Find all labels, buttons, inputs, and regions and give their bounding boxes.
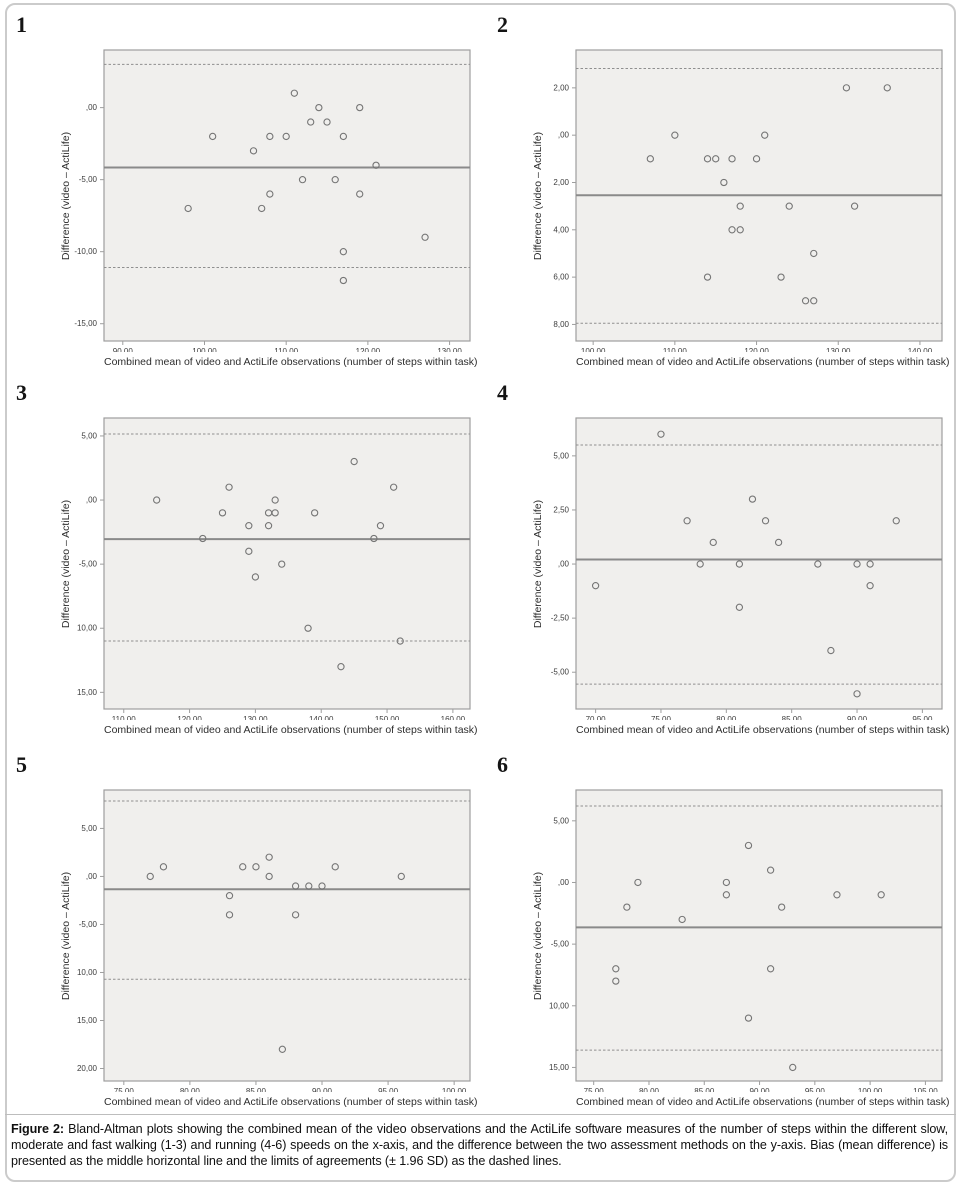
svg-text:4,00: 4,00: [553, 225, 569, 234]
panel-6-x-axis-label: Combined mean of video and ActiLife obse…: [576, 1096, 950, 1108]
svg-text:5,00: 5,00: [81, 431, 97, 440]
svg-text:130,00: 130,00: [826, 347, 851, 352]
svg-text:100,00: 100,00: [581, 347, 606, 352]
svg-text:110,00: 110,00: [112, 715, 136, 720]
svg-text:130,00: 130,00: [437, 347, 462, 352]
svg-text:5,00: 5,00: [553, 816, 569, 825]
svg-text:8,00: 8,00: [553, 320, 569, 329]
svg-text:-5,00: -5,00: [79, 560, 98, 569]
svg-text:10,00: 10,00: [77, 968, 98, 977]
svg-text:130,00: 130,00: [243, 715, 268, 720]
panel-3: 3 Difference (video – ActiLife) 5,00,00-…: [0, 368, 488, 740]
panel-1: 1 Difference (video – ActiLife) ,00 -5,00…: [0, 0, 488, 372]
svg-text:85,00: 85,00: [782, 715, 803, 720]
svg-text:75,00: 75,00: [651, 715, 672, 720]
panel-1-number: 1: [16, 12, 27, 37]
svg-text:120,00: 120,00: [177, 715, 202, 720]
figure-caption-text: Bland-Altman plots showing the combined …: [11, 1122, 949, 1169]
svg-text:85,00: 85,00: [246, 1087, 267, 1092]
svg-text:,00: ,00: [86, 103, 98, 112]
panel-5-number: 5: [16, 752, 27, 777]
svg-text:15,00: 15,00: [549, 1063, 570, 1072]
svg-text:140,00: 140,00: [309, 715, 334, 720]
svg-text:90,00: 90,00: [312, 1087, 333, 1092]
panel-1-x-axis-label: Combined mean of video and ActiLife obse…: [104, 356, 478, 368]
svg-text:2,00: 2,00: [553, 178, 569, 187]
svg-text:-2,50: -2,50: [551, 614, 570, 623]
svg-text:20,00: 20,00: [77, 1064, 98, 1073]
svg-text:,00: ,00: [558, 878, 570, 887]
svg-text:75,00: 75,00: [584, 1087, 605, 1092]
svg-text:120,00: 120,00: [356, 347, 381, 352]
svg-text:-10,00: -10,00: [74, 247, 97, 256]
panel-1-scatter-plot: ,00 -5,00 -10,00 -15,00 90,00 100,00 110,00 120…: [74, 49, 471, 352]
svg-text:,00: ,00: [558, 131, 570, 140]
svg-text:15,00: 15,00: [77, 1016, 98, 1025]
panel-3-x-axis-label: Combined mean of video and ActiLife obse…: [104, 724, 478, 736]
panel-5-x-axis-label: Combined mean of video and ActiLife obse…: [104, 1096, 478, 1108]
panel-4-scatter-plot: 5,00 2,50 ,00 -2,50 -5,00 70,00 75,00 80,00 85,0…: [551, 417, 943, 720]
svg-text:120,00: 120,00: [744, 347, 769, 352]
panel-6-scatter-plot: 5,00 ,00 -5,00 10,00 15,00 75,00 80,00 85,00 90,…: [549, 789, 943, 1092]
svg-text:10,00: 10,00: [77, 624, 98, 633]
svg-text:80,00: 80,00: [180, 1087, 201, 1092]
panel-6-number: 6: [497, 752, 508, 777]
panel-4-x-axis-label: Combined mean of video and ActiLife obse…: [576, 724, 950, 736]
svg-text:100,00: 100,00: [442, 1087, 467, 1092]
svg-text:-5,00: -5,00: [79, 920, 98, 929]
svg-text:15,00: 15,00: [77, 688, 98, 697]
svg-text:80,00: 80,00: [639, 1087, 660, 1092]
panel-2-number: 2: [497, 12, 508, 37]
svg-text:,00: ,00: [86, 496, 98, 505]
svg-text:-15,00: -15,00: [74, 319, 97, 328]
panel-2: 2 Difference (video – ActiLife) 2,00,00 2…: [472, 0, 960, 372]
svg-text:110,00: 110,00: [274, 347, 298, 352]
svg-text:105,00: 105,00: [913, 1087, 938, 1092]
svg-text:-5,00: -5,00: [79, 175, 98, 184]
svg-text:2,00: 2,00: [553, 83, 569, 92]
svg-text:95,00: 95,00: [378, 1087, 399, 1092]
figure-caption: Figure 2: Bland-Altman plots showing the…: [11, 1121, 948, 1169]
svg-text:,00: ,00: [558, 560, 570, 569]
svg-text:70,00: 70,00: [586, 715, 607, 720]
svg-text:80,00: 80,00: [716, 715, 737, 720]
panel-3-scatter-plot: 5,00 ,00 -5,00 10,00 15,00 110,00 120,00 130,00…: [77, 417, 471, 720]
svg-text:6,00: 6,00: [553, 273, 569, 282]
panel-2-scatter-plot: 2,00 ,00 2,00 4,00 6,00 8,00 100,00 110,00 120,0…: [553, 49, 943, 352]
svg-text:90,00: 90,00: [113, 347, 134, 352]
panel-4: 4 Difference (video – ActiLife) 5,00 2,50…: [472, 368, 960, 740]
panel-3-number: 3: [16, 380, 27, 405]
svg-text:85,00: 85,00: [694, 1087, 715, 1092]
svg-text:150,00: 150,00: [375, 715, 400, 720]
svg-text:10,00: 10,00: [549, 1001, 570, 1010]
panel-2-x-axis-label: Combined mean of video and ActiLife obse…: [576, 356, 950, 368]
svg-text:75,00: 75,00: [114, 1087, 135, 1092]
svg-text:5,00: 5,00: [81, 824, 97, 833]
svg-text:-5,00: -5,00: [551, 940, 570, 949]
svg-text:-5,00: -5,00: [551, 668, 570, 677]
svg-text:95,00: 95,00: [912, 715, 933, 720]
svg-text:95,00: 95,00: [805, 1087, 826, 1092]
svg-text:5,00: 5,00: [553, 451, 569, 460]
svg-text:100,00: 100,00: [192, 347, 217, 352]
caption-divider: [5, 1114, 956, 1115]
svg-text:160,00: 160,00: [441, 715, 466, 720]
svg-text:110,00: 110,00: [663, 347, 687, 352]
svg-text:100,00: 100,00: [858, 1087, 883, 1092]
figure-caption-label: Figure 2:: [11, 1122, 65, 1136]
svg-text:90,00: 90,00: [847, 715, 868, 720]
svg-text:,00: ,00: [86, 872, 98, 881]
panel-4-number: 4: [497, 380, 508, 405]
svg-text:2,50: 2,50: [553, 505, 569, 514]
svg-text:90,00: 90,00: [750, 1087, 771, 1092]
panel-6: 6 Difference (video – ActiLife) 5,00,00-…: [472, 740, 960, 1112]
panel-5-scatter-plot: 5,00 ,00 -5,00 10,00 15,00 20,00 75,00 80,00 85,…: [77, 789, 471, 1092]
svg-text:140,00: 140,00: [908, 347, 933, 352]
panel-5: 5 Difference (video – ActiLife) 5,00,00-…: [0, 740, 488, 1112]
